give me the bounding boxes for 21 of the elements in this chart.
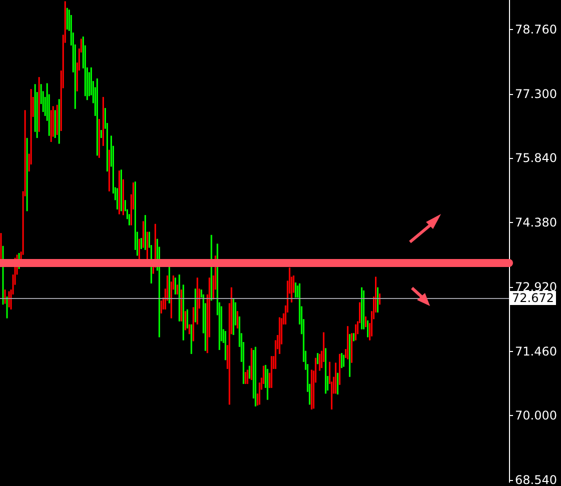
y-tick-label: 77.300 <box>515 86 557 101</box>
candlestick <box>174 277 176 295</box>
candlestick <box>116 188 118 210</box>
candlestick <box>244 372 246 384</box>
candlestick <box>336 372 338 395</box>
candlestick <box>354 324 356 341</box>
candlestick <box>294 282 296 298</box>
candlestick <box>186 308 188 329</box>
ref-line-label: 72.672 <box>512 290 554 305</box>
y-tick-label: 71.460 <box>515 344 557 358</box>
y-tick-label: 70.000 <box>515 408 557 423</box>
candlestick <box>184 310 186 331</box>
candlestick <box>176 284 178 295</box>
y-tick-label: 78.760 <box>515 22 557 37</box>
y-tick-label: 75.840 <box>515 151 557 166</box>
candlestick <box>246 369 248 384</box>
candlestick <box>340 352 342 369</box>
candlestick <box>236 310 238 329</box>
candlestick <box>160 300 162 314</box>
y-tick-label: 68.540 <box>515 473 557 486</box>
y-tick-label: 74.380 <box>515 216 557 230</box>
